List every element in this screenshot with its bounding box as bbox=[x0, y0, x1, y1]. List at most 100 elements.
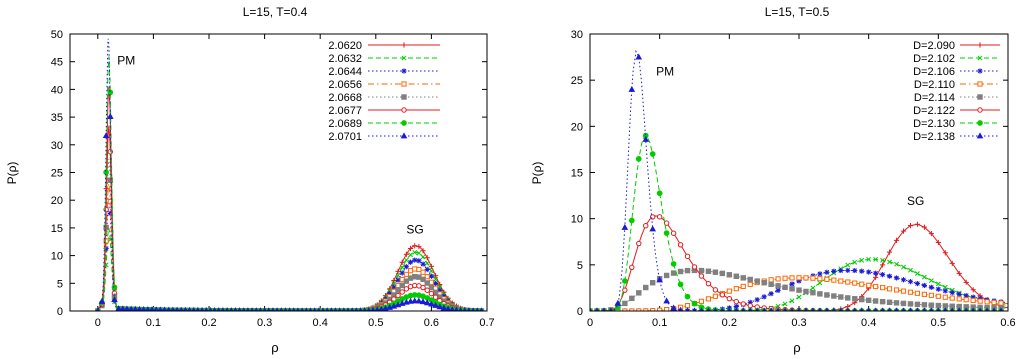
data-point bbox=[412, 257, 418, 263]
data-point bbox=[831, 277, 837, 283]
data-point bbox=[775, 283, 781, 289]
data-point bbox=[428, 284, 435, 291]
data-point bbox=[432, 280, 439, 287]
data-point bbox=[705, 296, 712, 302]
data-point bbox=[98, 297, 106, 304]
data-point bbox=[216, 307, 221, 311]
data-point bbox=[859, 257, 865, 263]
data-point bbox=[914, 221, 921, 227]
data-point bbox=[153, 306, 159, 311]
data-point bbox=[411, 297, 419, 304]
data-point bbox=[935, 302, 942, 309]
data-point bbox=[782, 301, 788, 307]
data-point bbox=[670, 230, 677, 236]
data-point bbox=[921, 224, 927, 230]
legend-label: D=2.122 bbox=[913, 105, 955, 117]
data-point bbox=[403, 298, 410, 305]
annotation-pm-left: PM bbox=[117, 53, 135, 67]
y-tick-label: 5 bbox=[57, 278, 63, 290]
data-point bbox=[636, 290, 642, 296]
data-point bbox=[178, 306, 184, 311]
data-point bbox=[712, 287, 719, 293]
data-point bbox=[111, 284, 118, 291]
data-point bbox=[949, 295, 955, 301]
data-point bbox=[747, 302, 753, 309]
chart-left: L=15, T=0.4 ρ P(ρ) PM SG 0 0.1 0.2 0.3 0.4 0.… bbox=[5, 5, 495, 355]
data-point bbox=[803, 275, 809, 281]
data-point bbox=[462, 307, 467, 311]
data-point bbox=[677, 242, 684, 248]
data-point bbox=[726, 288, 732, 294]
legend-marker bbox=[977, 81, 983, 87]
data-point bbox=[782, 275, 788, 281]
x-tick-label: 0.1 bbox=[146, 317, 161, 329]
data-point bbox=[935, 281, 941, 287]
data-point bbox=[663, 220, 670, 226]
x-tick-label: 0.6 bbox=[424, 317, 439, 329]
data-point bbox=[399, 282, 405, 289]
data-point bbox=[963, 279, 969, 285]
chart-left-xlabel: ρ bbox=[271, 340, 278, 355]
data-point bbox=[407, 268, 414, 274]
chart-right-xlabel: ρ bbox=[793, 340, 800, 355]
series-group bbox=[590, 49, 1008, 311]
x-tick-label: 0 bbox=[95, 317, 101, 329]
data-point bbox=[249, 307, 255, 311]
data-point bbox=[657, 307, 663, 311]
data-point bbox=[420, 248, 426, 254]
legend-marker bbox=[401, 120, 407, 126]
series-line bbox=[95, 56, 487, 311]
data-point bbox=[614, 299, 622, 306]
data-point bbox=[166, 306, 172, 311]
data-point bbox=[817, 280, 823, 286]
data-point bbox=[935, 293, 941, 299]
data-point bbox=[684, 253, 691, 260]
data-point bbox=[440, 304, 448, 311]
data-point bbox=[977, 298, 983, 304]
data-point bbox=[796, 294, 802, 300]
data-point bbox=[900, 288, 907, 294]
data-point bbox=[678, 306, 684, 311]
data-point bbox=[914, 290, 921, 296]
chart-right-ylabel: P(ρ) bbox=[530, 162, 544, 185]
data-point bbox=[893, 275, 900, 281]
data-point bbox=[775, 276, 781, 282]
data-point bbox=[733, 286, 739, 292]
data-point bbox=[852, 259, 858, 265]
data-point bbox=[670, 304, 677, 311]
data-point bbox=[412, 266, 418, 272]
y-tick-label: 0 bbox=[577, 306, 583, 318]
x-tick-label: 0.2 bbox=[201, 317, 216, 329]
data-point bbox=[195, 306, 201, 311]
data-point bbox=[420, 254, 426, 260]
data-point bbox=[649, 225, 657, 232]
data-point bbox=[824, 269, 830, 275]
x-tick-label: 0.1 bbox=[652, 317, 667, 329]
data-point bbox=[420, 276, 426, 283]
data-point bbox=[879, 298, 886, 305]
y-tick-label: 40 bbox=[51, 84, 63, 96]
legend-marker bbox=[401, 107, 407, 113]
data-point bbox=[677, 281, 684, 288]
data-point bbox=[170, 306, 176, 311]
x-tick-label: 0 bbox=[587, 317, 593, 329]
data-point bbox=[963, 297, 969, 303]
data-point bbox=[424, 274, 430, 280]
chart-left-title: L=15, T=0.4 bbox=[243, 5, 308, 19]
data-point bbox=[935, 239, 941, 246]
data-point bbox=[428, 268, 434, 274]
data-point bbox=[984, 299, 990, 305]
data-point bbox=[726, 295, 733, 302]
y-tick-label: 0 bbox=[57, 306, 63, 318]
data-point bbox=[852, 267, 858, 274]
data-point bbox=[237, 307, 242, 311]
legend-label: 2.0668 bbox=[328, 92, 362, 104]
data-point bbox=[893, 287, 900, 293]
data-point bbox=[220, 307, 226, 311]
data-point bbox=[424, 260, 430, 266]
data-point bbox=[886, 299, 893, 306]
data-point bbox=[420, 269, 426, 275]
data-point bbox=[907, 279, 914, 285]
data-point bbox=[629, 295, 635, 302]
